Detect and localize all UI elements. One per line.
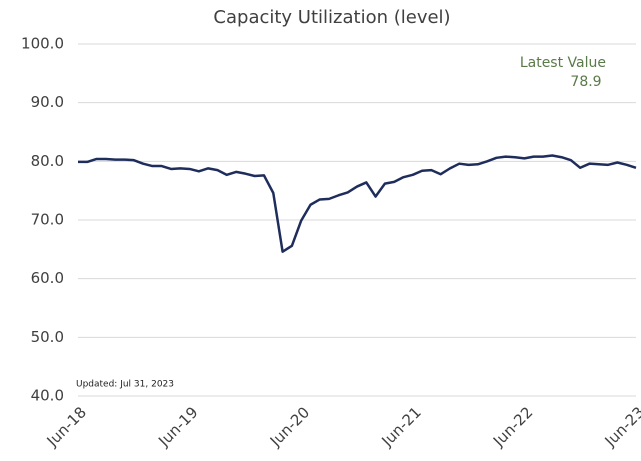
y-tick-label: 50.0: [31, 328, 64, 346]
y-tick-label: 60.0: [31, 269, 64, 287]
x-tick-label: Jun-20: [266, 403, 313, 450]
annotation: Latest Value: [520, 55, 606, 71]
x-tick-label: Jun-21: [377, 403, 424, 450]
x-tick-label: Jun-18: [43, 403, 90, 450]
y-tick-label: 80.0: [31, 152, 64, 170]
x-tick-label: Jun-23: [601, 403, 641, 450]
x-tick-label: Jun-19: [154, 403, 201, 450]
y-tick-label: 100.0: [21, 35, 64, 53]
latest-value: 78.9: [570, 74, 601, 90]
data-line: [78, 154, 637, 253]
y-tick-label: 40.0: [31, 387, 64, 405]
y-tick-label: 70.0: [31, 211, 64, 229]
y-tick-label: 90.0: [31, 93, 64, 111]
x-tick-label: Jun-22: [489, 403, 536, 450]
note: Updated: Jul 31, 2023: [76, 380, 174, 390]
chart-title: Capacity Utilization (level): [213, 7, 450, 28]
